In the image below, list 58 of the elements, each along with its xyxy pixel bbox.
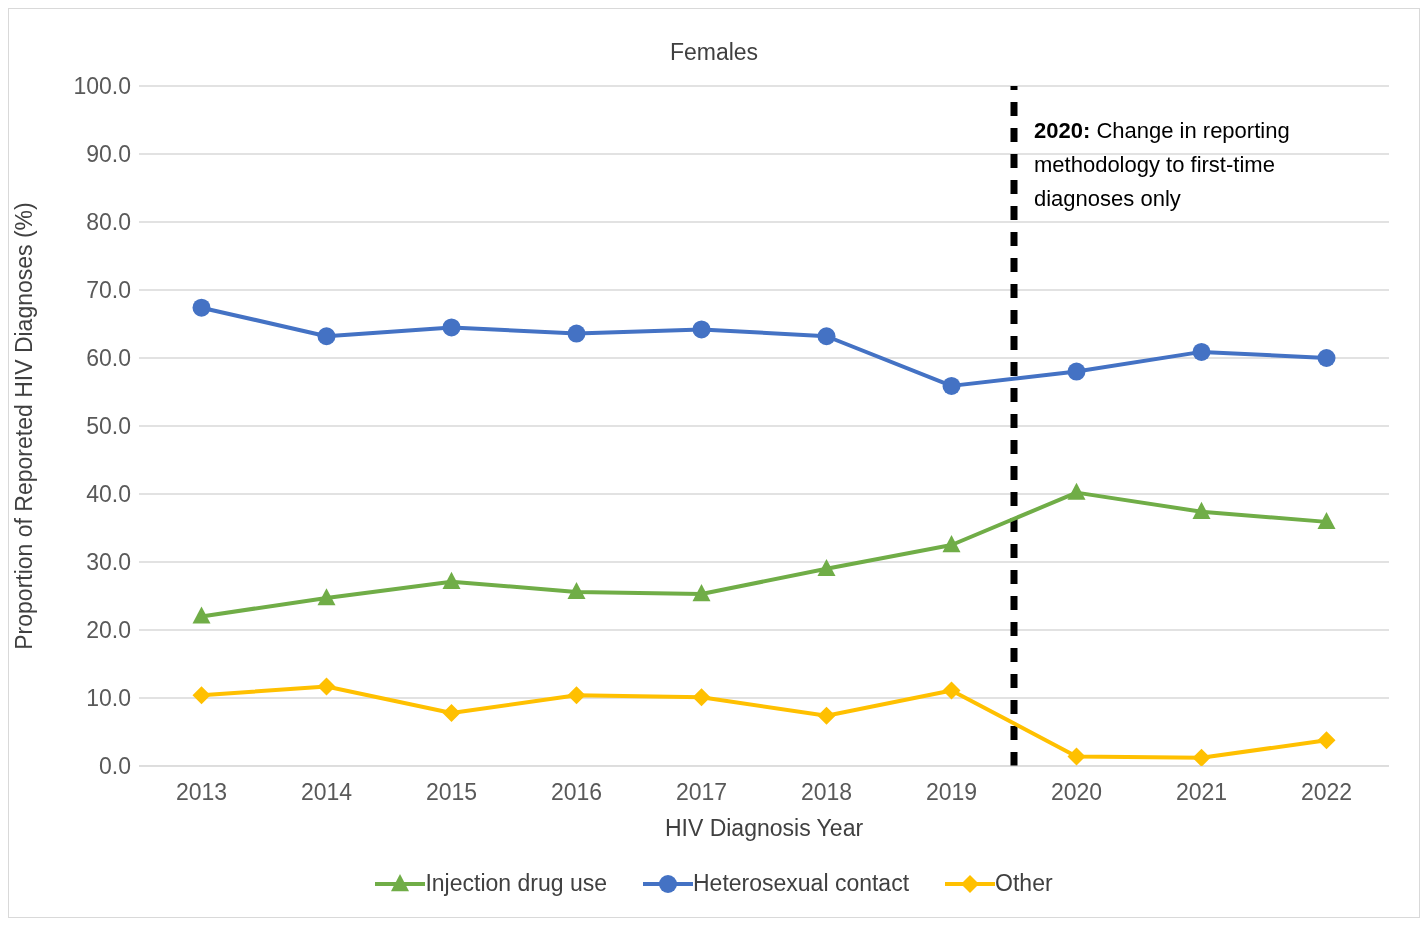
point xyxy=(817,327,836,346)
point xyxy=(1067,482,1086,500)
x-tick-label: 2013 xyxy=(175,779,228,806)
x-tick-label: 2014 xyxy=(300,779,353,806)
point xyxy=(442,703,461,722)
y-tick-label: 0.0 xyxy=(99,753,131,780)
point xyxy=(567,686,586,705)
y-tick-label: 40.0 xyxy=(86,481,131,508)
y-axis-title: Proportion of Reporeted HIV Diagnoses (%) xyxy=(11,202,38,650)
y-tick-label: 100.0 xyxy=(73,73,131,100)
point xyxy=(942,681,961,700)
point xyxy=(192,298,211,317)
point xyxy=(317,588,336,606)
point xyxy=(1317,731,1336,750)
point xyxy=(1317,511,1336,530)
legend-label: Heterosexual contact xyxy=(692,870,910,897)
point xyxy=(817,558,836,576)
y-tick-label: 60.0 xyxy=(86,345,131,372)
x-tick-label: 2015 xyxy=(425,779,478,806)
ref-line-label: 2020: Change in reporting methodology to first-time diagnoses only xyxy=(1034,118,1290,211)
legend-label: Injection drug use xyxy=(425,870,607,897)
y-tick-label: 70.0 xyxy=(86,277,131,304)
point xyxy=(942,535,961,553)
point xyxy=(442,318,461,337)
point xyxy=(692,584,711,602)
x-tick-label: 2020 xyxy=(1050,779,1103,806)
chart-title: Females xyxy=(668,39,760,66)
y-tick-label: 30.0 xyxy=(86,549,131,576)
point xyxy=(1317,349,1336,367)
x-tick-label: 2016 xyxy=(550,779,603,806)
point xyxy=(1192,501,1211,519)
point xyxy=(567,582,586,600)
x-tick-label: 2021 xyxy=(1175,779,1228,806)
point xyxy=(942,376,961,395)
y-tick-label: 90.0 xyxy=(86,141,131,168)
point xyxy=(1192,342,1211,361)
point xyxy=(817,706,836,725)
point xyxy=(317,677,336,696)
point xyxy=(692,320,711,339)
y-tick-label: 20.0 xyxy=(86,617,131,644)
y-tick-label: 50.0 xyxy=(86,413,131,440)
point xyxy=(192,686,211,705)
y-tick-label: 10.0 xyxy=(86,685,131,712)
x-axis-title: HIV Diagnosis Year xyxy=(664,815,864,841)
x-tick-label: 2022 xyxy=(1300,779,1353,806)
legend-label: Other xyxy=(995,870,1053,897)
x-tick-label: 2017 xyxy=(675,779,728,806)
x-tick-label: 2019 xyxy=(925,779,978,806)
x-tick-label: 2018 xyxy=(800,779,853,806)
point xyxy=(192,606,211,624)
point xyxy=(317,327,336,346)
point xyxy=(1067,747,1086,766)
point xyxy=(567,324,586,343)
point xyxy=(692,688,711,707)
y-tick-label: 80.0 xyxy=(86,209,131,236)
point xyxy=(1067,362,1086,381)
point xyxy=(1192,748,1211,766)
point xyxy=(442,571,461,589)
